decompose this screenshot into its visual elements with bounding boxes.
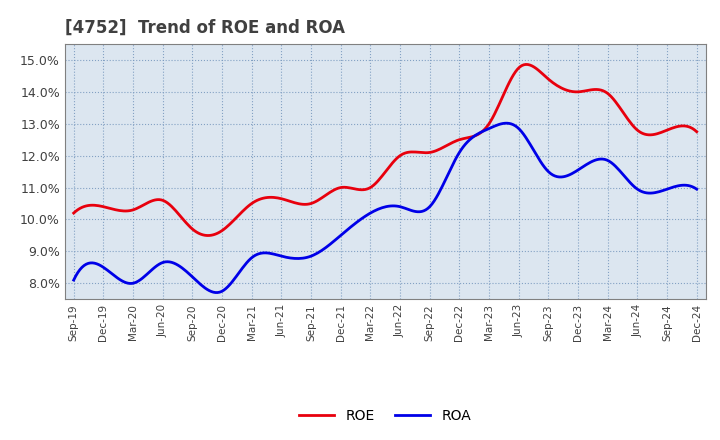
ROE — [693, 129, 701, 134]
ROA — [638, 189, 647, 194]
ROA — [213, 290, 222, 295]
ROA — [71, 273, 80, 279]
ROA — [440, 179, 449, 184]
ROE — [71, 209, 80, 214]
ROE — [638, 131, 647, 136]
ROA — [693, 187, 701, 192]
Text: [4752]  Trend of ROE and ROA: [4752] Trend of ROE and ROA — [65, 19, 345, 37]
ROA — [598, 157, 607, 162]
ROE — [69, 210, 78, 216]
ROA — [442, 175, 451, 180]
Line: ROA: ROA — [73, 123, 697, 293]
ROA — [503, 121, 511, 126]
ROE — [442, 143, 451, 148]
ROA — [453, 154, 462, 159]
ROA — [69, 278, 78, 283]
Line: ROE: ROE — [73, 64, 697, 235]
Legend: ROE, ROA: ROE, ROA — [294, 403, 477, 428]
ROE — [598, 88, 607, 93]
ROE — [440, 144, 449, 149]
ROE — [521, 62, 530, 67]
ROE — [453, 138, 462, 143]
ROE — [203, 233, 212, 238]
